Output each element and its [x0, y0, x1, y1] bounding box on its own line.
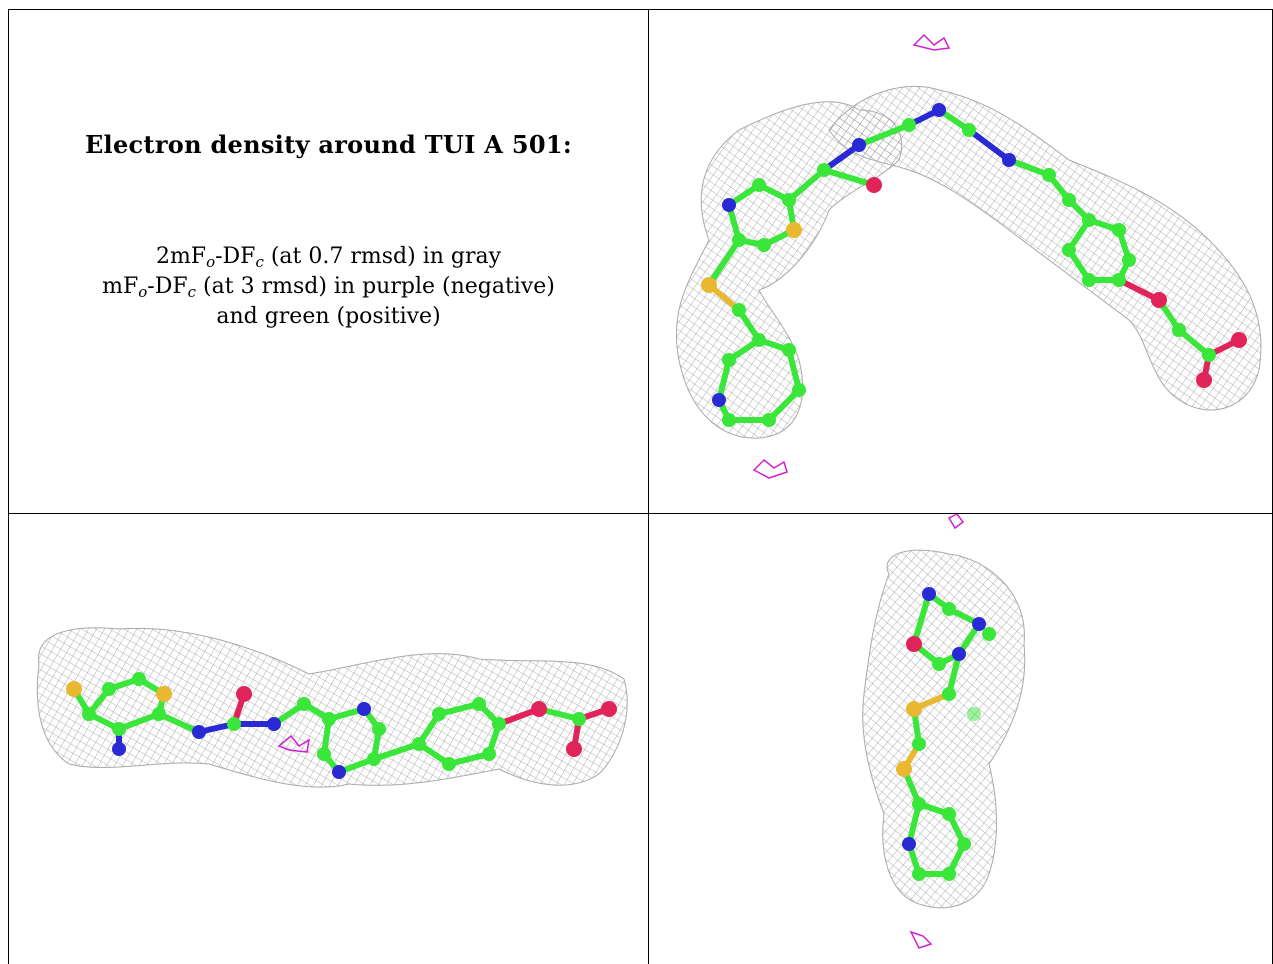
table-divider-vertical — [648, 9, 649, 964]
view-top-right — [649, 10, 1272, 513]
atoms-view-3 — [896, 587, 996, 881]
table-border-top — [8, 9, 1273, 10]
negative-density-blob — [277, 734, 311, 753]
atoms-view-1 — [701, 103, 1247, 427]
table-border-left — [8, 9, 9, 964]
density-mesh — [862, 549, 1026, 909]
caption-line-3: and green (positive) — [216, 304, 441, 329]
negative-density-blob — [947, 514, 965, 530]
atoms-view-2 — [66, 672, 617, 779]
density-mesh-right — [828, 85, 1262, 411]
density-mesh — [36, 627, 628, 788]
caption-line-1: 2mFo-DFc (at 0.7 rmsd) in gray — [155, 244, 502, 271]
view-bottom-right — [649, 514, 1272, 964]
negative-density-blob — [909, 930, 933, 949]
caption-cell: Electron density around TUI A 501: 2mFo-… — [9, 10, 648, 513]
view-bottom-left — [9, 514, 648, 964]
caption-description: 2mFo-DFc (at 0.7 rmsd) in gray mFo-DFc (… — [9, 242, 648, 332]
table-divider-horizontal — [8, 513, 1273, 514]
negative-density-blob — [912, 33, 951, 51]
caption-title: Electron density around TUI A 501: — [84, 130, 573, 159]
caption-line-2: mFo-DFc (at 3 rmsd) in purple (negative) — [102, 274, 555, 301]
negative-density-blob — [752, 458, 788, 479]
